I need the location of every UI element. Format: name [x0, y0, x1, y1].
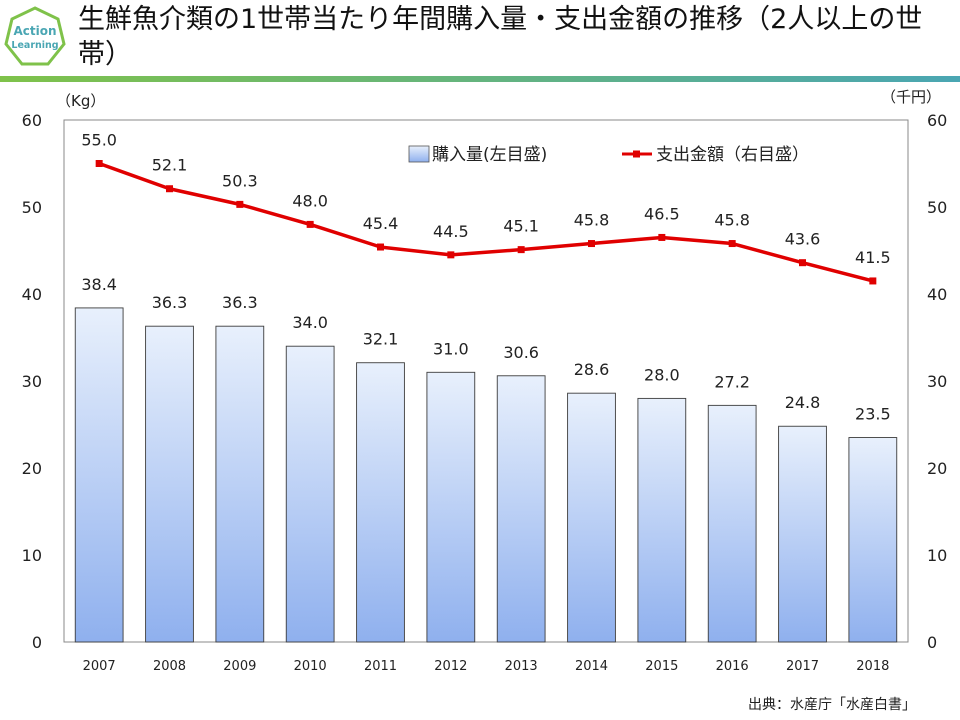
logo-text-action: Action — [13, 24, 56, 38]
line-marker-2014 — [588, 240, 595, 248]
line-label-2016: 45.8 — [714, 211, 750, 230]
right-tick-label: 10 — [927, 546, 947, 565]
left-tick-label: 20 — [22, 459, 42, 478]
line-series — [95, 160, 877, 285]
bar-2012 — [426, 371, 476, 643]
bar-label-2015: 28.0 — [644, 365, 680, 384]
line-label-2012: 44.5 — [433, 222, 469, 241]
bar-label-2013: 30.6 — [503, 343, 539, 362]
left-axis-ticks: 0 10 20 30 40 50 60 — [22, 111, 42, 652]
right-axis-unit: （千円） — [881, 88, 941, 106]
right-tick-label: 40 — [927, 285, 947, 304]
x-tick-2018: 2018 — [856, 659, 889, 674]
logo-text-learning: Learning — [11, 40, 58, 51]
x-tick-2017: 2017 — [786, 659, 819, 674]
bar-label-2016: 27.2 — [714, 372, 750, 391]
bar-2008 — [145, 325, 194, 643]
bar-2010 — [285, 345, 335, 643]
line-marker-2017 — [799, 259, 806, 267]
bar-label-2010: 34.0 — [292, 313, 328, 332]
left-tick-label: 40 — [22, 285, 42, 304]
legend-label-bar: 購入量(左目盛) — [432, 145, 547, 165]
left-tick-label: 50 — [22, 198, 42, 217]
line-label-2009: 50.3 — [222, 171, 258, 190]
x-tick-2013: 2013 — [505, 659, 538, 674]
bar-2018 — [848, 437, 898, 643]
x-tick-2010: 2010 — [294, 659, 327, 674]
left-tick-label: 0 — [32, 633, 42, 652]
line-marker-2009 — [236, 200, 244, 208]
right-tick-label: 50 — [927, 198, 947, 217]
x-tick-2009: 2009 — [223, 659, 256, 674]
bar-data-labels: 38.4 36.3 36.3 34.0 32.1 31.0 30.6 28.6 28.0 27.2… — [81, 275, 890, 424]
legend-swatch-bar — [408, 145, 430, 163]
legend-swatch-line-marker — [633, 150, 640, 158]
line-marker-2011 — [377, 243, 384, 251]
left-tick-label: 10 — [22, 546, 42, 565]
legend-label-line: 支出金額（右目盛） — [656, 145, 809, 165]
x-tick-2016: 2016 — [716, 659, 749, 674]
line-label-2010: 48.0 — [292, 191, 328, 210]
bar-2017 — [778, 425, 827, 643]
bar-label-2018: 23.5 — [855, 405, 891, 424]
line-label-2014: 45.8 — [574, 211, 610, 230]
line-label-2013: 45.1 — [503, 217, 539, 236]
title-divider — [0, 76, 960, 82]
bar-label-2012: 31.0 — [433, 339, 469, 358]
line-marker-2018 — [869, 277, 877, 285]
x-tick-2014: 2014 — [575, 659, 608, 674]
bar-label-2017: 24.8 — [785, 393, 821, 412]
line-marker-2007 — [95, 160, 103, 167]
action-learning-logo: Action Learning — [4, 6, 66, 66]
bar-series — [74, 307, 898, 643]
line-marker-2013 — [517, 246, 525, 254]
right-tick-label: 30 — [927, 372, 947, 391]
expenditure-line — [98, 161, 874, 283]
line-label-2011: 45.4 — [363, 214, 399, 233]
x-tick-2015: 2015 — [645, 659, 678, 674]
bar-2015 — [637, 397, 687, 643]
bar-2013 — [496, 375, 546, 643]
line-marker-2010 — [306, 220, 314, 228]
right-tick-label: 20 — [927, 459, 947, 478]
line-marker-2016 — [728, 240, 736, 248]
bar-label-2014: 28.6 — [574, 360, 610, 379]
left-tick-label: 30 — [22, 372, 42, 391]
left-axis-unit: （Kg） — [56, 92, 105, 110]
line-marker-2008 — [166, 185, 173, 193]
combo-chart: （Kg） （千円） 0 10 20 30 40 50 60 0 10 20 30 40 50 60 38… — [22, 88, 948, 674]
legend: 購入量(左目盛) 支出金額（右目盛） — [408, 145, 809, 165]
line-marker-2015 — [658, 233, 666, 241]
x-tick-2007: 2007 — [83, 659, 116, 674]
line-label-2007: 55.0 — [81, 131, 117, 150]
line-label-2015: 46.5 — [644, 204, 680, 223]
line-label-2008: 52.1 — [152, 156, 188, 175]
right-axis-ticks: 0 10 20 30 40 50 60 — [927, 111, 947, 652]
bar-label-2011: 32.1 — [363, 330, 399, 349]
bar-2009 — [215, 325, 265, 643]
line-label-2018: 41.5 — [855, 248, 891, 267]
bar-2014 — [567, 392, 616, 643]
source-note: 出典：水産庁「水産白書」 — [748, 697, 916, 713]
right-tick-label: 60 — [927, 111, 947, 130]
x-tick-2008: 2008 — [153, 659, 186, 674]
bar-2007 — [74, 307, 124, 643]
bar-label-2007: 38.4 — [81, 275, 117, 294]
bar-2011 — [356, 362, 405, 643]
line-label-2017: 43.6 — [785, 230, 821, 249]
x-tick-2011: 2011 — [364, 659, 397, 674]
x-axis-ticks: 2007 2008 2009 2010 2011 2012 2013 2014 2015 2016… — [83, 659, 890, 674]
left-tick-label: 60 — [22, 111, 42, 130]
line-marker-2012 — [447, 251, 455, 259]
line-data-labels: 55.0 52.1 50.3 48.0 45.4 44.5 45.1 45.8 46.5 45.8… — [81, 131, 890, 267]
page-title: 生鮮魚介類の1世帯当たり年間購入量・支出金額の推移（2人以上の世帯） — [78, 4, 923, 70]
bar-label-2009: 36.3 — [222, 293, 258, 312]
bar-label-2008: 36.3 — [152, 293, 188, 312]
x-tick-2012: 2012 — [434, 659, 467, 674]
plot-area — [63, 119, 909, 643]
bar-2016 — [707, 404, 757, 643]
right-tick-label: 0 — [927, 633, 937, 652]
